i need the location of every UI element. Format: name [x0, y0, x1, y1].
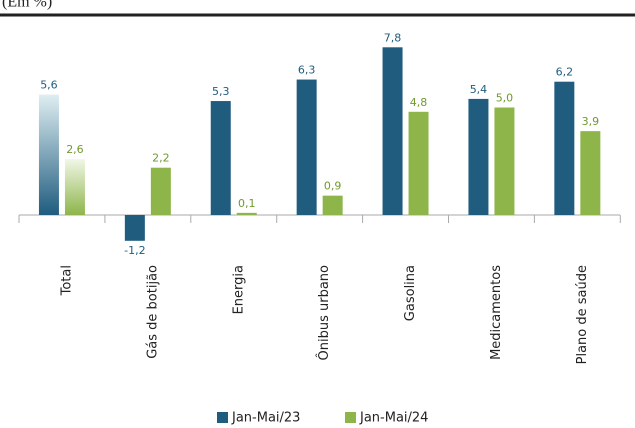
bar	[554, 81, 575, 215]
x-tick-label: Ônibus urbano	[316, 265, 332, 361]
value-label: 0,9	[324, 180, 342, 193]
bar	[580, 131, 601, 215]
value-label: 3,9	[582, 115, 600, 128]
legend-label: Jan-Mai/24	[359, 411, 428, 426]
value-label: 2,6	[66, 143, 84, 156]
x-tick-label: Gasolina	[403, 265, 418, 321]
value-label: 6,3	[298, 64, 316, 77]
x-tick-label: Gás de botijão	[145, 265, 160, 359]
bar	[408, 111, 429, 215]
x-tick-label: Energia	[231, 265, 246, 314]
value-label: -1,2	[124, 244, 145, 257]
x-tick-label: Plano de saúde	[575, 265, 590, 364]
bar	[150, 167, 171, 215]
bar	[322, 195, 343, 215]
value-label: 5,4	[470, 83, 488, 96]
bar	[468, 98, 489, 215]
value-label: 2,2	[152, 152, 170, 165]
x-tick-label: Medicamentos	[489, 265, 504, 360]
value-label: 5,0	[496, 92, 514, 105]
chart-title: (Em %)	[2, 0, 52, 11]
bar	[494, 107, 515, 215]
bar	[38, 94, 59, 215]
value-label: 7,8	[384, 31, 402, 44]
value-label: 4,8	[410, 96, 428, 109]
bar	[124, 215, 145, 241]
x-tick-label: Total	[59, 265, 74, 296]
value-label: 5,6	[40, 79, 58, 92]
legend-swatch	[217, 412, 228, 423]
bar	[236, 212, 257, 215]
value-label: 0,1	[238, 197, 256, 210]
legend-swatch	[345, 412, 356, 423]
bar	[210, 101, 231, 215]
bar	[64, 159, 85, 215]
bar	[382, 47, 403, 215]
value-label: 6,2	[556, 66, 574, 79]
value-label: 5,3	[212, 85, 230, 98]
legend-label: Jan-Mai/23	[231, 411, 300, 426]
bar	[296, 79, 317, 215]
